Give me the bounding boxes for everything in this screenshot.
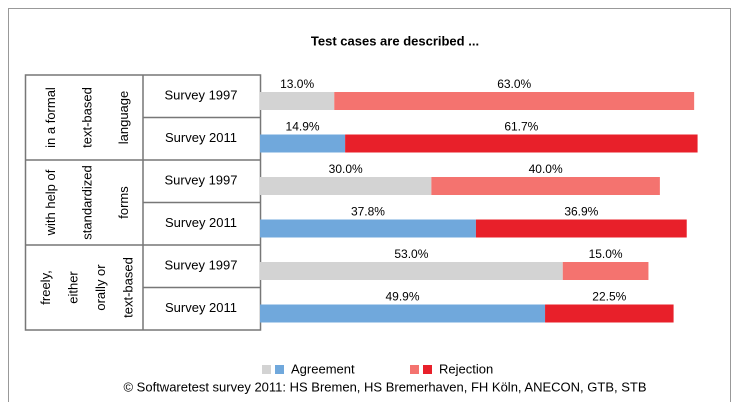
group-label: standardized xyxy=(79,165,94,239)
value-label: 63.0% xyxy=(497,77,531,91)
bar-segment xyxy=(260,262,563,280)
bar-segment xyxy=(545,304,674,323)
value-label: 30.0% xyxy=(329,162,363,176)
group-label: text-based xyxy=(79,87,94,148)
bar-segment xyxy=(260,219,476,238)
legend-label: Agreement xyxy=(291,361,355,376)
bar-segment xyxy=(260,134,346,153)
group-label: language xyxy=(116,91,131,145)
value-label: 37.8% xyxy=(351,205,385,219)
bar-segment xyxy=(345,134,698,153)
value-label: 22.5% xyxy=(592,290,626,304)
group-label: text-based xyxy=(121,257,136,318)
value-label: 15.0% xyxy=(589,247,623,261)
bar-segment xyxy=(260,177,432,195)
group-label: with help of xyxy=(43,169,58,236)
value-label: 36.9% xyxy=(564,205,598,219)
group-label: orally or xyxy=(93,264,108,311)
value-label: 13.0% xyxy=(280,77,314,91)
row-label: Survey 2011 xyxy=(165,300,237,315)
row-label: Survey 1997 xyxy=(165,258,238,273)
row-label: Survey 2011 xyxy=(165,215,237,230)
bar-segment xyxy=(260,304,546,323)
group-label: forms xyxy=(116,186,131,219)
legend-swatch xyxy=(423,365,432,374)
legend-label: Rejection xyxy=(439,361,493,376)
frame xyxy=(8,8,731,402)
bar-segment xyxy=(431,177,660,195)
value-label: 14.9% xyxy=(286,120,320,134)
chart-title: Test cases are described ... xyxy=(311,33,479,48)
bar-segment xyxy=(562,262,649,280)
value-label: 61.7% xyxy=(504,120,538,134)
group-label: freely, xyxy=(38,270,53,304)
footer: © Softwaretest survey 2011: HS Bremen, H… xyxy=(123,379,646,394)
value-label: 40.0% xyxy=(529,162,563,176)
group-label: in a formal xyxy=(43,87,58,148)
row-label: Survey 1997 xyxy=(165,173,238,188)
group-label: either xyxy=(66,271,81,304)
value-label: 49.9% xyxy=(386,290,420,304)
legend-swatch xyxy=(275,365,284,374)
bar-segment xyxy=(475,219,687,238)
bar-segment xyxy=(334,92,695,110)
value-label: 53.0% xyxy=(394,247,428,261)
row-label: Survey 2011 xyxy=(165,130,237,145)
bar-segment xyxy=(260,92,335,110)
legend-swatch xyxy=(262,365,271,374)
legend-swatch xyxy=(410,365,419,374)
row-label: Survey 1997 xyxy=(165,88,238,103)
